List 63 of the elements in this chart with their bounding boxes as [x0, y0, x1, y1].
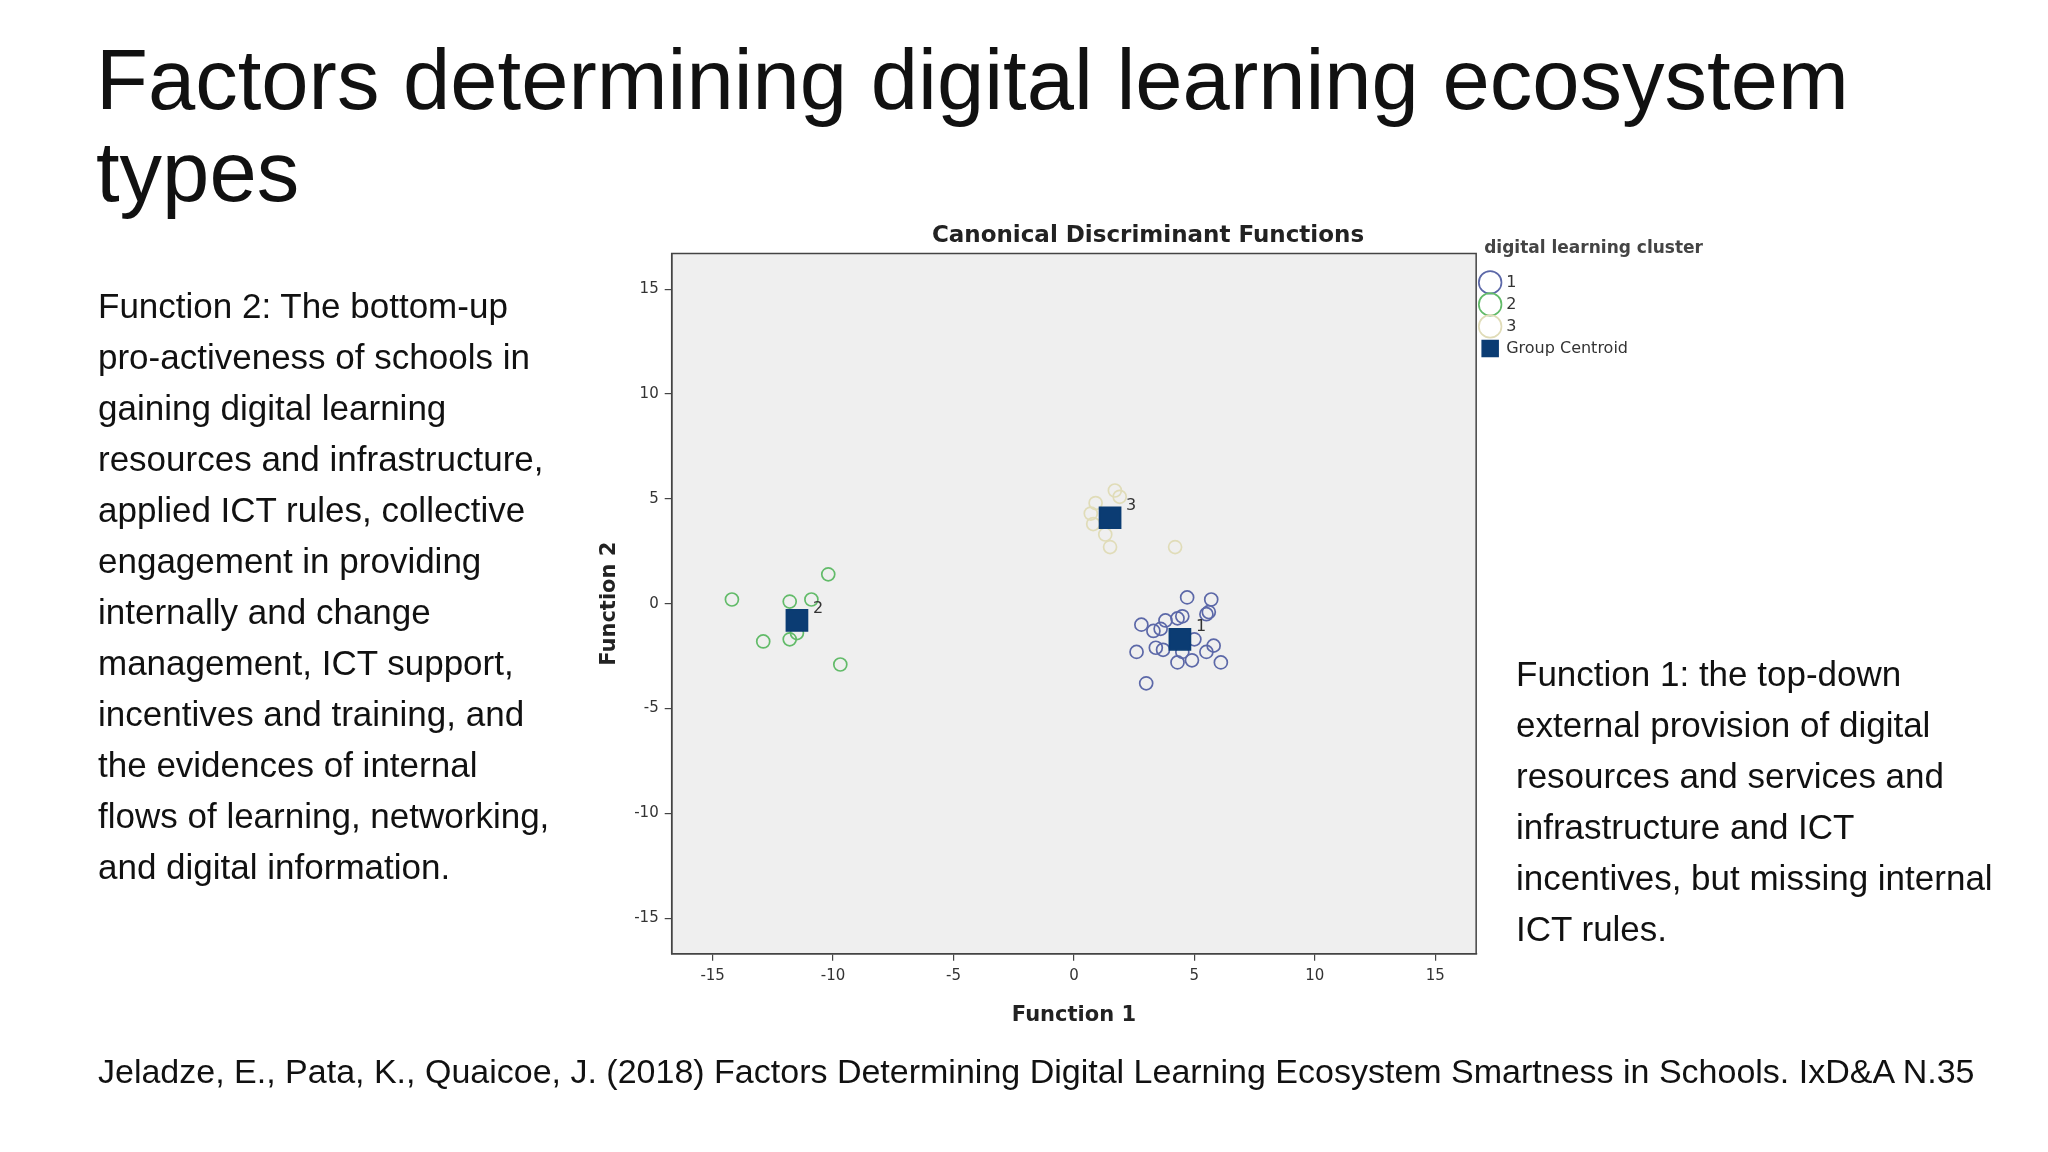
annotation: 2	[812, 597, 824, 617]
point	[755, 634, 771, 649]
point	[1102, 539, 1118, 555]
x-axis-title: Function 1	[1011, 1001, 1137, 1026]
x-tick-label: 5	[1189, 965, 1200, 984]
y-tick-label: -15	[634, 908, 659, 927]
point	[1085, 516, 1101, 532]
point	[1179, 590, 1195, 605]
y-tick-label: -10	[634, 803, 659, 822]
x-tick-label: -15	[700, 965, 725, 984]
point	[1213, 655, 1229, 670]
point	[782, 631, 798, 647]
legend-label: 1	[1506, 271, 1517, 291]
x-tick-label: 0	[1069, 965, 1079, 984]
point	[1112, 489, 1128, 505]
point	[724, 592, 740, 607]
point	[1153, 621, 1168, 637]
point	[1184, 652, 1200, 668]
chart-title: Factors determining digital learning ecosystem types	[96, 32, 1850, 219]
point	[1203, 592, 1219, 607]
point	[1168, 627, 1192, 651]
y-axis-title: Function 2	[596, 541, 621, 666]
point	[1107, 483, 1123, 498]
legend-label: Group Centroid	[1506, 337, 1629, 357]
x-tick-label: -10	[820, 965, 846, 984]
x-tick-label: 10	[1305, 965, 1325, 984]
point	[1199, 644, 1214, 660]
point	[1098, 506, 1122, 530]
point	[832, 657, 848, 672]
point	[1083, 506, 1099, 521]
point	[1129, 644, 1144, 660]
y-tick-label: 15	[639, 279, 659, 298]
point	[785, 609, 809, 632]
text: Jeladze, E., Pata, K., Quaicoe, J. (2018) Factors Determining Digital Learning Ecosystem Smartness in Schools. IxD&A N.35	[98, 1052, 1975, 1091]
y-tick-label: 0	[649, 593, 659, 612]
point	[1146, 623, 1161, 639]
text: Function 2: The bottom-up pro-activeness of schools in gaining digital learning resources and infrastructure, applied ICT rules, collective engagement in providing internally and change management, ICT support, incentives and training, and the evidences of internal flows of learning, networking, and digital information.	[98, 286, 550, 886]
point	[1170, 611, 1185, 626]
point	[1206, 638, 1221, 653]
point	[1158, 613, 1173, 628]
x-tick-label: 15	[1425, 965, 1445, 984]
point	[1138, 676, 1154, 691]
point	[1174, 608, 1190, 624]
point	[1148, 640, 1164, 656]
y-tick-label: 10	[639, 383, 659, 402]
point	[820, 567, 836, 582]
y-tick-label: -5	[643, 698, 659, 717]
legend-label: 3	[1506, 315, 1517, 335]
annotation: 3	[1126, 494, 1137, 514]
x-tick-label: -5	[946, 965, 961, 984]
point	[1097, 527, 1113, 542]
legend-label: 2	[1506, 293, 1517, 313]
point	[782, 594, 798, 609]
text: Function 1: the top-down external provision of digital resources and services and infrastructure and ICT incentives, but missing internal ICT rules.	[1516, 653, 1994, 950]
point	[1134, 617, 1149, 633]
point	[1155, 642, 1171, 658]
annotation: 1	[1195, 616, 1207, 636]
y-tick-label: 5	[649, 488, 659, 507]
point	[1088, 495, 1103, 511]
point	[1167, 539, 1183, 555]
chart-subtitle: Canonical Discriminant Functions	[931, 220, 1365, 247]
legend-title: digital learning cluster	[1484, 236, 1704, 257]
point	[1170, 655, 1185, 670]
